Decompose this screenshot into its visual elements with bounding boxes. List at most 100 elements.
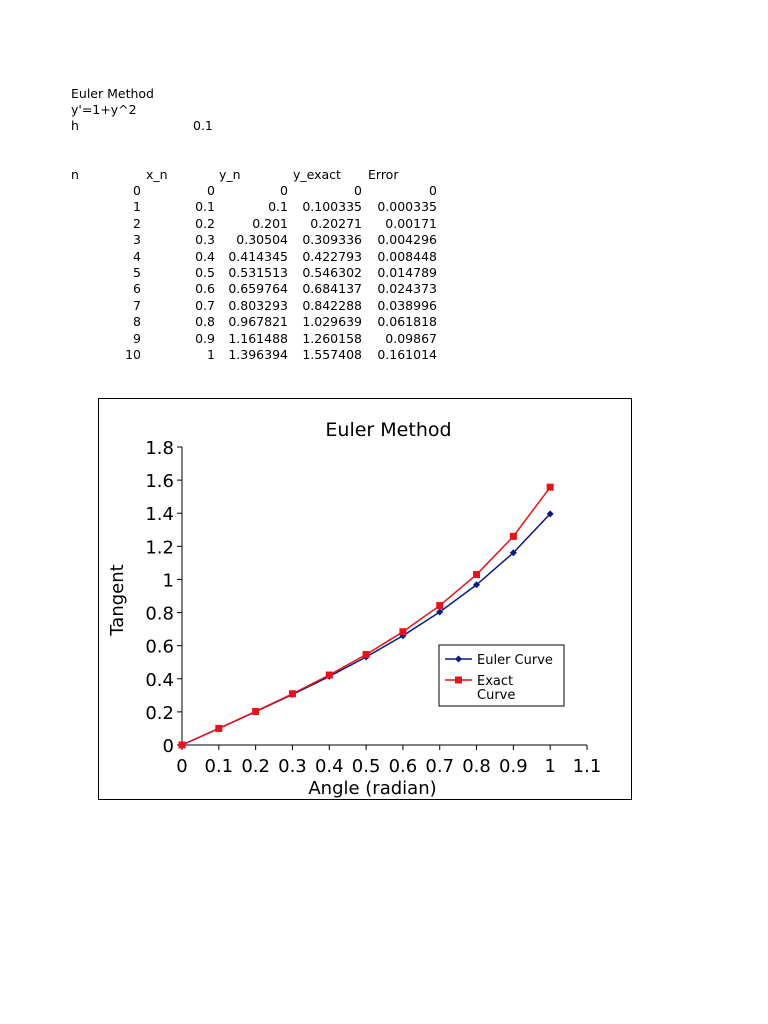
cell-y-n: 0 xyxy=(280,183,288,198)
cell-n: 6 xyxy=(133,281,141,297)
data-point-exact xyxy=(509,532,517,540)
cell-y-n: 0.414345 xyxy=(228,248,288,264)
cell-y-exact: 0.842288 xyxy=(302,297,362,313)
legend-marker-exact xyxy=(455,676,462,684)
cell-y-n: 0.967821 xyxy=(228,314,288,330)
cell-x-n: 0 xyxy=(207,183,215,198)
cell-error: 0.024373 xyxy=(377,281,437,297)
cell-x-n: 0.6 xyxy=(195,281,215,297)
cell-y-n: 1.161488 xyxy=(228,330,288,346)
cell-y-n: 0.201 xyxy=(252,215,288,231)
cell-error: 0.014789 xyxy=(377,265,437,280)
cell-n: 0 xyxy=(133,183,141,198)
cell-y-n: 0.30504 xyxy=(236,232,288,248)
header-x-n: x_n xyxy=(146,167,168,182)
header-y-exact: y_exact xyxy=(293,167,341,182)
y-tick-label: 0.2 xyxy=(145,703,174,724)
y-tick-label: 0.8 xyxy=(145,604,174,625)
data-point-exact xyxy=(252,707,260,715)
x-tick-label: 0.5 xyxy=(352,756,381,777)
data-point-exact xyxy=(178,741,186,749)
cell-n: 5 xyxy=(133,265,141,280)
y-tick-label: 0.6 xyxy=(145,637,174,658)
data-point-euler xyxy=(436,608,444,616)
x-axis-label: Angle (radian) xyxy=(308,778,436,799)
cell-y-exact: 0.309336 xyxy=(302,232,362,248)
data-point-exact xyxy=(473,571,481,579)
cell-error: 0.00171 xyxy=(385,215,437,231)
x-tick-label: 0.1 xyxy=(204,756,233,777)
cell-y-exact: 0.546302 xyxy=(302,265,362,280)
sheet-title: Euler Method xyxy=(71,86,154,101)
data-point-euler xyxy=(546,510,554,518)
cell-x-n: 0.7 xyxy=(195,297,215,313)
header-n: n xyxy=(71,167,79,182)
cell-x-n: 0.2 xyxy=(195,215,215,231)
data-point-euler xyxy=(473,581,481,589)
cell-error: 0.038996 xyxy=(377,297,437,313)
cell-x-n: 0.9 xyxy=(195,330,215,346)
data-point-exact xyxy=(288,690,296,698)
x-tick-label: 0 xyxy=(176,756,187,777)
data-point-exact xyxy=(215,724,223,732)
x-tick-label: 0.7 xyxy=(425,756,454,777)
x-tick-label: 0.3 xyxy=(278,756,307,777)
data-point-exact xyxy=(325,671,333,679)
y-tick-label: 1.4 xyxy=(145,504,174,525)
y-tick-label: 1.6 xyxy=(145,471,174,492)
y-tick-label: 1 xyxy=(163,570,174,591)
cell-error: 0.161014 xyxy=(377,347,437,362)
cell-y-n: 0.531513 xyxy=(228,265,288,280)
equation-text: y'=1+y^2 xyxy=(71,102,137,117)
legend-marker-euler xyxy=(455,655,462,663)
cell-error: 0.004296 xyxy=(377,232,437,248)
cell-n: 7 xyxy=(133,297,141,313)
legend-label: Euler Curve xyxy=(477,653,553,668)
legend-label: Exact xyxy=(477,674,513,689)
header-error: Error xyxy=(368,167,399,182)
cell-y-exact: 1.557408 xyxy=(302,347,362,362)
y-tick-label: 0 xyxy=(163,736,174,757)
data-point-exact xyxy=(399,628,407,636)
chart-title: Euler Method xyxy=(325,419,451,441)
cell-n: 8 xyxy=(133,314,141,330)
cell-y-exact: 1.260158 xyxy=(302,330,362,346)
cell-y-exact: 0 xyxy=(354,183,362,198)
series-line-euler xyxy=(181,513,551,746)
chart-frame: Euler Method 0 0.2 0.4 0.6 0.8 1 1.2 1.4 1.6 1.8 0 0… xyxy=(98,398,632,800)
x-tick-label: 0.9 xyxy=(499,756,528,777)
header-y-n: y_n xyxy=(219,167,241,182)
cell-y-exact: 0.100335 xyxy=(302,199,362,215)
cell-error: 0.061818 xyxy=(377,314,437,330)
cell-y-exact: 0.20271 xyxy=(310,215,362,231)
cell-x-n: 0.1 xyxy=(195,199,215,215)
legend-label: Curve xyxy=(477,688,515,703)
x-tick-label: 1 xyxy=(544,756,555,777)
cell-y-exact: 1.029639 xyxy=(302,314,362,330)
data-point-exact xyxy=(362,651,370,659)
y-tick-label: 1.8 xyxy=(145,438,174,459)
cell-n: 1 xyxy=(133,199,141,215)
cell-y-n: 1.396394 xyxy=(228,347,288,362)
cell-error: 0 xyxy=(429,183,437,198)
cell-y-n: 0.803293 xyxy=(228,297,288,313)
x-tick-label: 0.4 xyxy=(315,756,344,777)
data-point-exact xyxy=(546,483,554,491)
data-point-exact xyxy=(436,602,444,610)
cell-error: 0.09867 xyxy=(385,330,437,346)
cell-y-exact: 0.422793 xyxy=(302,248,362,264)
cell-x-n: 0.5 xyxy=(195,265,215,280)
cell-y-exact: 0.684137 xyxy=(302,281,362,297)
cell-n: 10 xyxy=(125,347,141,362)
cell-x-n: 0.8 xyxy=(195,314,215,330)
x-tick-label: 1.1 xyxy=(573,756,602,777)
cell-x-n: 0.3 xyxy=(195,232,215,248)
cell-x-n: 0.4 xyxy=(195,248,215,264)
y-tick-label: 1.2 xyxy=(145,537,174,558)
cell-n: 3 xyxy=(133,232,141,248)
data-point-euler xyxy=(509,549,517,557)
cell-n: 2 xyxy=(133,215,141,231)
cell-error: 0.008448 xyxy=(377,248,437,264)
legend-box xyxy=(438,644,565,707)
